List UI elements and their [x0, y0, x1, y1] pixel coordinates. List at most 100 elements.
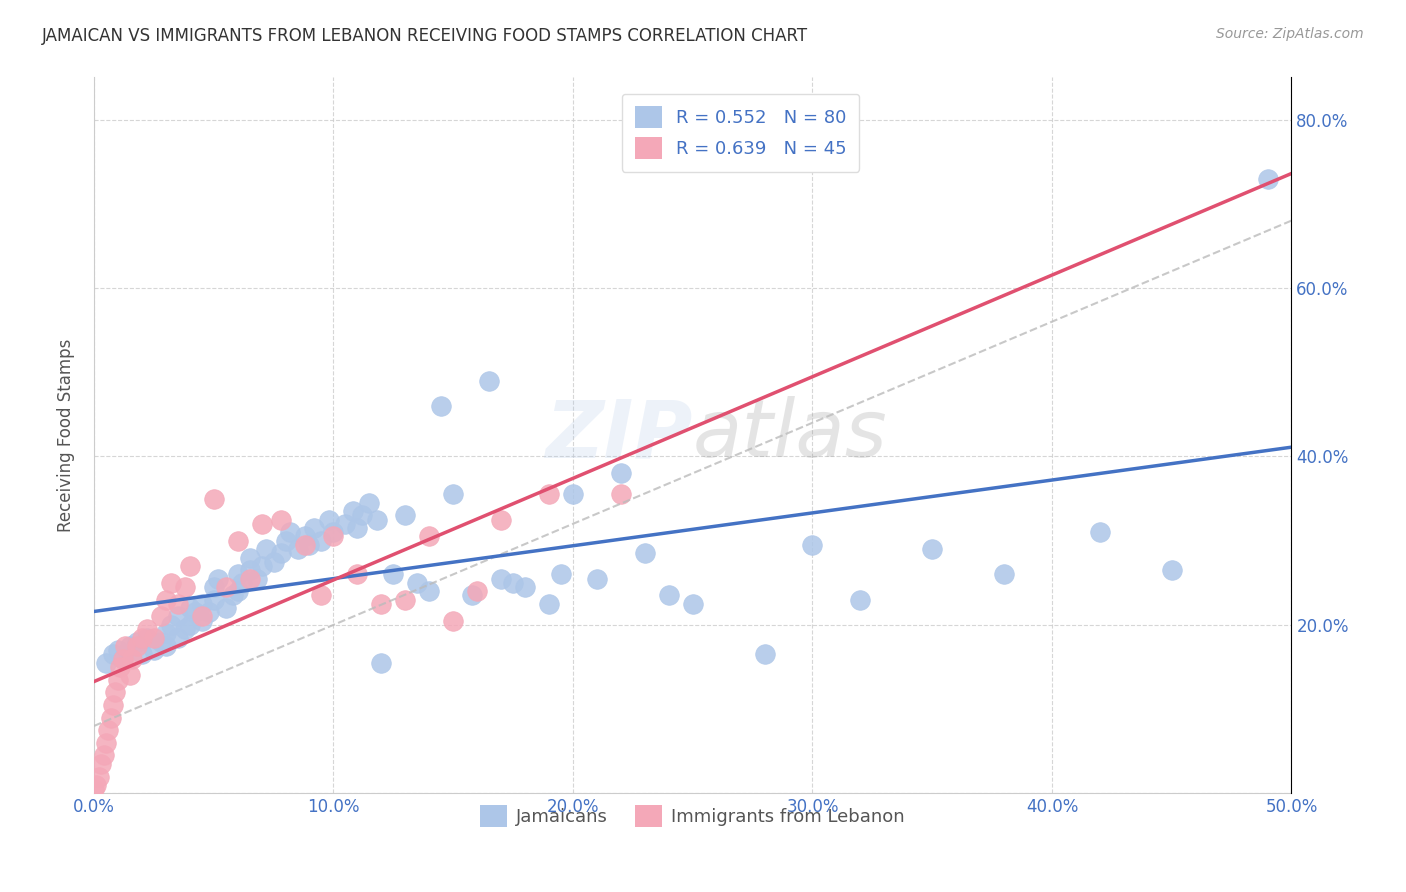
- Legend: Jamaicans, Immigrants from Lebanon: Jamaicans, Immigrants from Lebanon: [472, 798, 912, 834]
- Point: [294, 529, 316, 543]
- Point: [335, 516, 357, 531]
- Point: [111, 651, 134, 665]
- Point: [465, 584, 488, 599]
- Point: [406, 575, 429, 590]
- Point: [342, 504, 364, 518]
- Point: [142, 643, 165, 657]
- Point: [610, 467, 633, 481]
- Point: [1256, 171, 1278, 186]
- Point: [298, 538, 321, 552]
- Point: [155, 626, 177, 640]
- Point: [183, 605, 205, 619]
- Point: [226, 567, 249, 582]
- Point: [682, 597, 704, 611]
- Point: [610, 487, 633, 501]
- Point: [489, 513, 512, 527]
- Point: [111, 651, 134, 665]
- Point: [135, 622, 157, 636]
- Point: [214, 601, 236, 615]
- Point: [198, 605, 221, 619]
- Point: [502, 575, 524, 590]
- Point: [125, 639, 148, 653]
- Point: [159, 618, 181, 632]
- Point: [207, 572, 229, 586]
- Point: [166, 597, 188, 611]
- Point: [135, 631, 157, 645]
- Point: [634, 546, 657, 560]
- Point: [352, 508, 374, 523]
- Text: atlas: atlas: [693, 396, 887, 475]
- Point: [202, 592, 225, 607]
- Point: [430, 399, 453, 413]
- Point: [121, 651, 143, 665]
- Point: [101, 698, 124, 712]
- Point: [94, 736, 117, 750]
- Point: [394, 508, 416, 523]
- Point: [202, 491, 225, 506]
- Point: [586, 572, 609, 586]
- Point: [100, 710, 122, 724]
- Point: [754, 648, 776, 662]
- Point: [150, 609, 173, 624]
- Point: [441, 614, 464, 628]
- Point: [658, 589, 681, 603]
- Point: [274, 533, 297, 548]
- Point: [287, 542, 309, 557]
- Point: [1160, 563, 1182, 577]
- Point: [114, 639, 136, 653]
- Point: [322, 529, 344, 543]
- Point: [179, 618, 201, 632]
- Point: [94, 656, 117, 670]
- Point: [166, 609, 188, 624]
- Point: [131, 648, 153, 662]
- Point: [179, 558, 201, 573]
- Point: [993, 567, 1015, 582]
- Point: [214, 580, 236, 594]
- Point: [346, 567, 368, 582]
- Point: [174, 622, 197, 636]
- Point: [118, 668, 141, 682]
- Point: [86, 778, 108, 792]
- Point: [174, 580, 197, 594]
- Point: [239, 572, 262, 586]
- Point: [270, 546, 292, 560]
- Text: ZIP: ZIP: [546, 396, 693, 475]
- Point: [461, 589, 484, 603]
- Y-axis label: Receiving Food Stamps: Receiving Food Stamps: [58, 339, 75, 533]
- Point: [370, 597, 392, 611]
- Point: [83, 782, 105, 797]
- Point: [166, 631, 188, 645]
- Point: [90, 756, 112, 771]
- Point: [801, 538, 824, 552]
- Point: [118, 639, 141, 653]
- Point: [489, 572, 512, 586]
- Point: [441, 487, 464, 501]
- Point: [311, 533, 333, 548]
- Point: [107, 643, 129, 657]
- Point: [101, 648, 124, 662]
- Point: [142, 631, 165, 645]
- Point: [97, 723, 120, 738]
- Point: [93, 748, 115, 763]
- Point: [110, 660, 132, 674]
- Point: [179, 601, 201, 615]
- Point: [250, 516, 273, 531]
- Point: [394, 592, 416, 607]
- Point: [190, 597, 212, 611]
- Point: [107, 673, 129, 687]
- Point: [239, 550, 262, 565]
- Point: [418, 584, 440, 599]
- Point: [322, 525, 344, 540]
- Point: [250, 558, 273, 573]
- Point: [418, 529, 440, 543]
- Point: [270, 513, 292, 527]
- Point: [346, 521, 368, 535]
- Point: [190, 614, 212, 628]
- Point: [318, 513, 340, 527]
- Point: [1088, 525, 1111, 540]
- Point: [311, 589, 333, 603]
- Point: [550, 567, 572, 582]
- Point: [125, 634, 148, 648]
- Point: [537, 597, 560, 611]
- Point: [263, 555, 285, 569]
